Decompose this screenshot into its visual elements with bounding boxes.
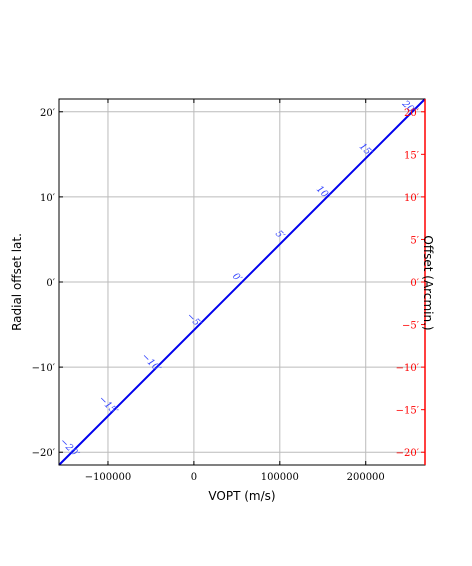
x-tick-label-3: 200000 — [347, 472, 385, 483]
x-tick-label-0: −100000 — [85, 472, 132, 483]
y-tick-label-4: 20′ — [40, 108, 56, 119]
y2-tick-label-3: −5′ — [402, 321, 420, 332]
y-tick-label-1: −10′ — [32, 363, 56, 374]
y2-tick-label-6: 10′ — [404, 193, 420, 204]
y2-tick-label-2: −10′ — [396, 363, 420, 374]
right-y-axis-ticks: −20′ −15′ −10′ −5′ 0′ 5′ 10′ 15′ 20′ — [396, 108, 425, 459]
y2-tick-label-5: 5′ — [410, 235, 419, 246]
line-label-0: −20′ — [58, 436, 82, 460]
y2-tick-label-4: 0′ — [410, 278, 419, 289]
series-line-0 — [58, 98, 426, 466]
line-label-5: 5′ — [273, 228, 287, 242]
y-axis-title: Radial offset lat. — [10, 233, 24, 331]
y-tick-label-2: 0′ — [46, 278, 55, 289]
y-tick-label-0: −20′ — [32, 448, 56, 459]
line-label-3: −5′ — [184, 311, 204, 331]
grid — [59, 99, 425, 465]
y2-tick-label-0: −20′ — [396, 448, 420, 459]
line-labels: −20′ −15′ −10′ −5′ 0′ 5′ 10′ 15′ 20′ — [58, 98, 419, 460]
y-tick-label-3: 10′ — [40, 193, 56, 204]
x-axis-title: VOPT (m/s) — [208, 489, 275, 503]
y-axis-ticks: −20′ −10′ 0′ 10′ 20′ — [32, 108, 63, 459]
y2-tick-label-7: 15′ — [404, 150, 420, 161]
x-tick-label-1: 0 — [191, 472, 197, 483]
y2-tick-label-8: 20′ — [404, 108, 420, 119]
right-y-axis-title: Offset (Arcmin.) — [421, 235, 435, 330]
series-layer — [58, 98, 426, 466]
x-tick-label-2: 100000 — [261, 472, 299, 483]
line-label-6: 10′ — [314, 184, 332, 202]
x-axis-ticks: −100000 0 100000 200000 — [85, 99, 385, 483]
line-label-7: 15′ — [357, 141, 375, 159]
y2-tick-label-1: −15′ — [396, 406, 420, 417]
